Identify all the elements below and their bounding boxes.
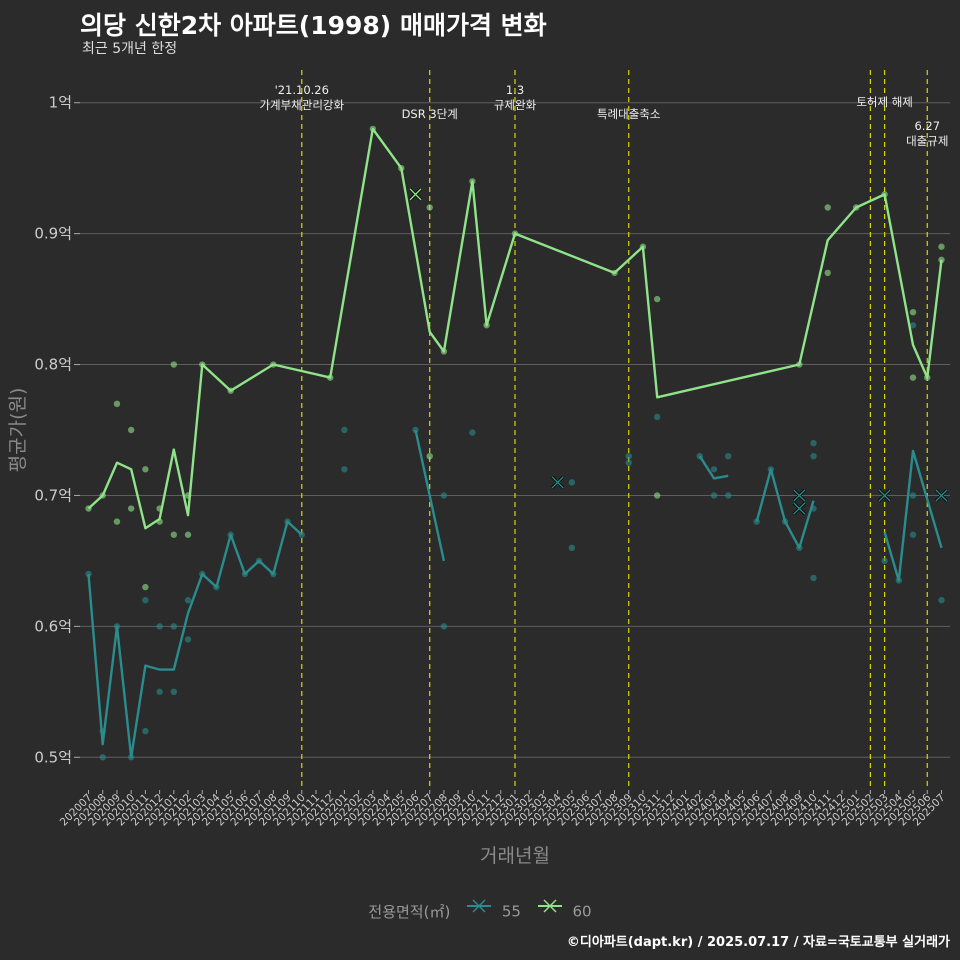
point-55 (810, 452, 817, 460)
point-55 (184, 636, 192, 643)
y-tick-label: 0.7억 (34, 486, 72, 504)
event-label: 가계부채관리강화 (259, 98, 344, 112)
point-60 (142, 466, 149, 473)
line-55 (755, 468, 815, 549)
point-55 (412, 426, 419, 434)
point-55 (909, 492, 917, 499)
point-60 (113, 518, 121, 525)
cancelled-marker-55 (793, 489, 806, 502)
point-60 (170, 531, 178, 538)
point-55 (99, 754, 106, 761)
point-55 (909, 322, 917, 329)
event-label: 대출규제 (906, 134, 948, 148)
y-tick-label: 0.5억 (34, 748, 72, 766)
event-label: 규제완화 (494, 98, 537, 112)
point-55 (568, 479, 576, 486)
point-60 (824, 269, 831, 277)
point-55 (142, 727, 149, 735)
point-60 (653, 295, 661, 303)
point-55 (938, 596, 945, 604)
line-55 (698, 455, 729, 480)
cancelled-marker-55 (551, 476, 564, 489)
point-60 (938, 243, 945, 250)
y-tick-label: 0.9억 (34, 225, 72, 243)
point-60 (909, 308, 917, 316)
legend-title: 전용면적(㎡) (368, 903, 451, 921)
line-60 (87, 127, 943, 530)
point-60 (426, 452, 433, 460)
point-55 (625, 452, 632, 460)
chart-title: 의당 신한2차 아파트(1998) 매매가격 변화 (80, 11, 547, 40)
x-axis-title: 거래년월 (480, 845, 550, 867)
point-60 (127, 426, 135, 434)
point-55 (568, 544, 576, 552)
cancelled-marker-55 (793, 502, 806, 515)
event-label: 특례대출축소 (597, 107, 660, 121)
point-60 (127, 505, 135, 512)
cancelled-marker-55 (878, 489, 891, 502)
point-60 (824, 204, 831, 211)
point-60 (170, 361, 178, 368)
y-tick-label: 1억 (49, 94, 72, 112)
point-55 (170, 688, 178, 696)
cancelled-marker-55 (935, 489, 948, 502)
point-60 (142, 583, 149, 591)
legend-key-60 (537, 899, 562, 913)
point-55 (469, 429, 476, 436)
point-55 (710, 492, 718, 499)
point-60 (184, 531, 192, 538)
legend-label-55: 55 (501, 902, 521, 921)
point-55 (156, 623, 163, 630)
point-60 (909, 374, 917, 381)
event-label: 1.3 (506, 83, 524, 97)
point-55 (810, 439, 817, 447)
event-label: 6.27 (914, 119, 940, 133)
point-55 (625, 459, 632, 466)
line-55 (883, 449, 943, 582)
point-55 (710, 466, 718, 473)
line-55 (87, 520, 303, 759)
point-55 (156, 688, 163, 696)
y-axis-title: 평균가(원) (7, 388, 29, 473)
point-55 (184, 596, 192, 604)
event-label: 토허제 해제 (856, 95, 913, 109)
point-55 (341, 466, 348, 473)
point-55 (440, 492, 448, 499)
source-caption: ©디아파트(dapt.kr) / 2025.07.17 / 자료=국토교통부 실… (566, 935, 950, 950)
y-tick-label: 0.8억 (34, 356, 72, 374)
point-55 (170, 623, 178, 630)
event-label: '21.10.26 (275, 83, 329, 97)
event-label: DSR 3단계 (402, 107, 458, 121)
point-55 (341, 426, 348, 434)
point-55 (653, 413, 661, 421)
point-55 (881, 557, 888, 565)
point-55 (909, 531, 917, 538)
point-55 (725, 452, 732, 460)
point-55 (142, 596, 149, 604)
point-60 (653, 492, 661, 499)
legend-key-55 (467, 899, 492, 913)
line-55 (414, 429, 446, 562)
point-60 (113, 400, 121, 408)
point-55 (810, 574, 817, 582)
point-55 (725, 492, 732, 499)
legend: 전용면적(㎡) 55 60 (0, 896, 960, 922)
point-60 (426, 204, 433, 211)
cancelled-marker-60 (409, 188, 422, 201)
point-55 (440, 623, 448, 630)
chart-subtitle: 최근 5개년 한정 (82, 41, 178, 57)
legend-label-60: 60 (572, 902, 592, 921)
y-tick-label: 0.6억 (34, 617, 72, 635)
